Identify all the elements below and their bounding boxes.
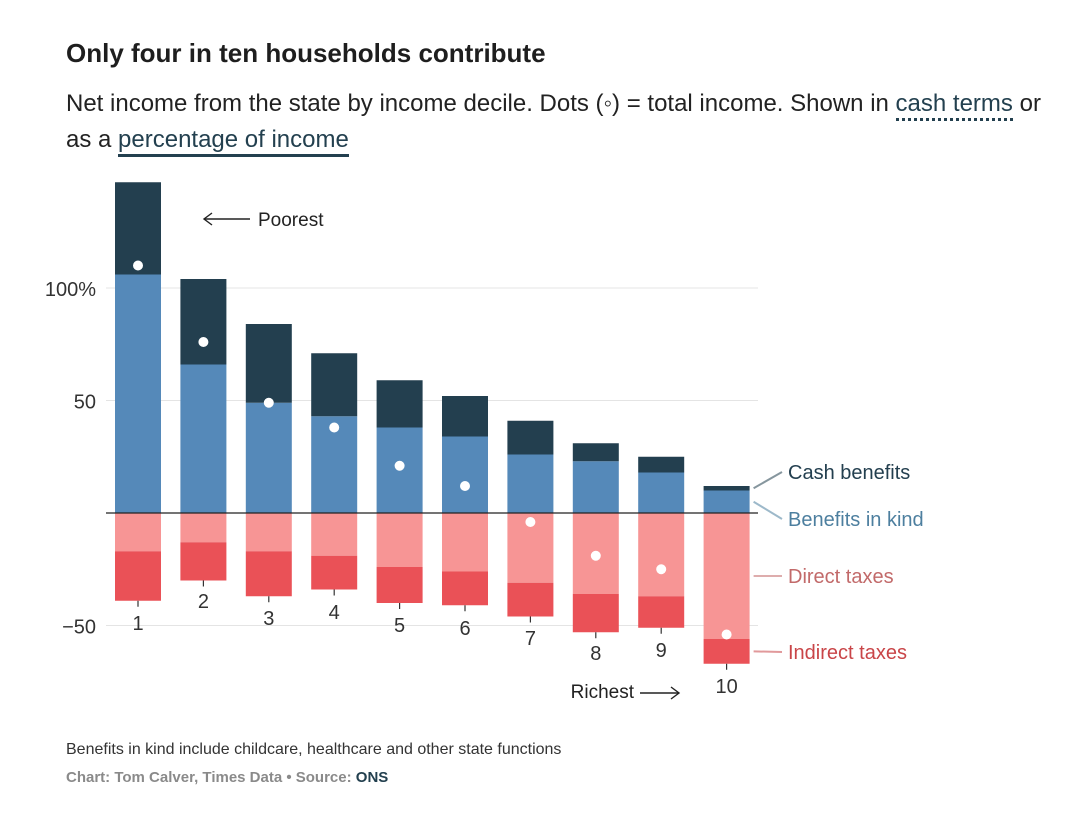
bar-benefits-in-kind: [638, 472, 685, 513]
total-income-dot: [460, 481, 470, 491]
x-category-label: 6: [459, 618, 470, 640]
bar-benefits-in-kind: [442, 436, 488, 513]
bar-benefits-in-kind: [507, 454, 554, 513]
total-income-dot: [133, 260, 143, 271]
bar-indirect-taxes: [115, 551, 161, 601]
total-income-dot: [590, 550, 601, 561]
total-income-dot: [525, 517, 536, 527]
percentage-of-income-link[interactable]: percentage of income: [118, 126, 349, 157]
poorest-annotation: Poorest: [258, 210, 324, 231]
total-income-dot: [394, 460, 405, 471]
source-link[interactable]: ONS: [355, 769, 389, 786]
total-income-dot: [656, 564, 667, 575]
bar-indirect-taxes: [572, 594, 619, 633]
bar-direct-taxes: [311, 513, 358, 556]
bar-direct-taxes: [115, 513, 161, 552]
bar-benefits-in-kind: [703, 490, 750, 513]
bar-indirect-taxes: [442, 571, 488, 606]
credit-text: Chart: Tom Calver, Times Data • Source:: [66, 769, 356, 786]
bar-indirect-taxes: [703, 639, 750, 664]
legend-leader-line: [753, 500, 783, 520]
bar-indirect-taxes: [638, 596, 685, 628]
x-category-label: 10: [715, 676, 737, 698]
bar-direct-taxes: [245, 513, 292, 552]
bar-direct-taxes: [442, 513, 488, 572]
legend-indirect-taxes: Indirect taxes: [788, 642, 907, 664]
bar-direct-taxes: [638, 513, 685, 597]
stacked-bar-chart: 100% 50 −50 1 2 3 4 5 6 7 8 9 10 Poorest Richest Cash b…: [45, 182, 924, 703]
y-tick-label: 100%: [45, 279, 96, 301]
x-category-label: 3: [263, 608, 274, 630]
bar-cash-benefits: [442, 396, 488, 437]
bar-cash-benefits: [311, 353, 358, 417]
bar-direct-taxes: [376, 513, 423, 567]
bar-cash-benefits: [115, 182, 161, 275]
x-category-label: 8: [590, 643, 601, 665]
subtitle-middle-text: or as a: [66, 90, 1041, 153]
legend-benefits-in-kind: Benefits in kind: [788, 509, 924, 531]
bar-indirect-taxes: [507, 582, 554, 617]
x-category-label: 5: [394, 615, 405, 637]
bar-cash-benefits: [180, 279, 227, 365]
bar-cash-benefits: [638, 456, 685, 473]
x-category-label: 2: [198, 591, 209, 613]
chart-title: Only four in ten households contribute: [66, 38, 546, 68]
bar-indirect-taxes: [245, 551, 292, 597]
footnote: Benefits in kind include childcare, heal…: [66, 741, 562, 758]
bar-direct-taxes: [703, 513, 750, 639]
cash-terms-link[interactable]: cash terms: [895, 90, 1013, 121]
bar-benefits-in-kind: [572, 461, 619, 513]
legend-leader-line: [753, 650, 783, 653]
chart-subtitle: Net income from the state by income deci…: [66, 86, 1056, 158]
bar-direct-taxes: [180, 513, 227, 543]
y-tick-label: −50: [62, 617, 96, 639]
total-income-dot: [329, 422, 340, 433]
legend-leader-line: [753, 471, 783, 490]
bar-indirect-taxes: [180, 542, 227, 581]
bar-benefits-in-kind: [180, 364, 227, 513]
total-income-dot: [198, 337, 209, 347]
bar-cash-benefits: [376, 380, 423, 428]
legend-cash-benefits: Cash benefits: [788, 462, 910, 484]
x-category-label: 1: [132, 613, 143, 635]
bar-indirect-taxes: [311, 555, 358, 590]
bar-benefits-in-kind: [115, 274, 161, 513]
bar-cash-benefits: [703, 486, 750, 491]
x-category-label: 4: [329, 602, 340, 624]
legend-direct-taxes: Direct taxes: [788, 566, 894, 588]
subtitle-text: Net income from the state by income deci…: [66, 90, 896, 117]
bar-benefits-in-kind: [245, 402, 292, 513]
bar-cash-benefits: [245, 324, 292, 403]
x-category-label: 7: [525, 628, 536, 650]
x-category-label: 9: [656, 640, 667, 662]
total-income-dot: [263, 397, 274, 408]
poorest-arrowhead: [202, 212, 213, 226]
bar-cash-benefits: [507, 420, 554, 455]
richest-annotation: Richest: [571, 682, 635, 703]
bar-cash-benefits: [572, 443, 619, 462]
richest-arrowhead: [670, 686, 681, 700]
bar-indirect-taxes: [376, 567, 423, 603]
chart-credit: Chart: Tom Calver, Times Data • Source: …: [66, 769, 388, 786]
y-tick-label: 50: [74, 392, 96, 414]
total-income-dot: [721, 629, 732, 640]
